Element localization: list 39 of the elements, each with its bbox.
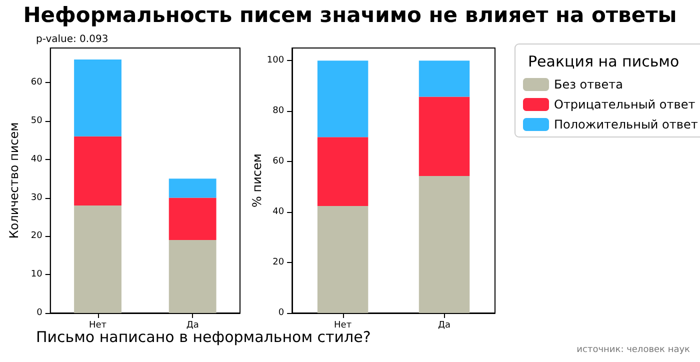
y-axis-title: % писем <box>250 154 264 208</box>
x-axis-title: Письмо написано в неформальном стиле? <box>36 328 371 346</box>
y-tick-label: 40 <box>272 207 284 218</box>
y-axis-title: Количество писем <box>7 122 21 239</box>
y-tick-label: 20 <box>272 258 284 268</box>
text: источник: человек наук <box>576 345 690 355</box>
y-tick-label: 30 <box>30 192 43 203</box>
bar <box>74 205 122 313</box>
legend-label: Положительный ответ <box>554 118 698 132</box>
x-tick-label: Нет <box>88 320 107 330</box>
text: Неформальность писем значимо не влияет на ответы <box>22 3 678 27</box>
legend-title: Реакция на письмо <box>528 52 680 70</box>
x-tick-label: Нет <box>334 320 352 330</box>
bar <box>317 206 368 313</box>
bar <box>418 96 470 176</box>
bar <box>74 136 122 206</box>
y-tick-label: 0 <box>278 308 284 318</box>
bar <box>168 240 216 313</box>
y-tick-label: 60 <box>30 78 43 88</box>
x-tick-label: Да <box>438 320 451 330</box>
bar <box>74 60 122 136</box>
text: p-value: 0.093 <box>36 34 108 45</box>
y-tick-label: 0 <box>36 308 43 318</box>
y-tick-label: 50 <box>30 116 43 126</box>
y-tick-label: 60 <box>272 156 284 167</box>
bar <box>418 176 470 313</box>
y-tick-label: 100 <box>266 56 284 66</box>
bar <box>418 60 470 97</box>
legend-label: Отрицательный ответ <box>554 98 696 112</box>
y-tick-label: 20 <box>30 231 43 242</box>
legend-label: Без ответа <box>554 78 623 92</box>
bar <box>317 60 368 138</box>
y-tick-label: 80 <box>272 106 284 116</box>
bar <box>168 198 216 240</box>
x-tick-label: Да <box>186 320 199 330</box>
bar <box>317 137 368 206</box>
y-tick-label: 10 <box>30 270 43 280</box>
bar <box>168 178 216 198</box>
y-tick-label: 40 <box>30 154 43 164</box>
